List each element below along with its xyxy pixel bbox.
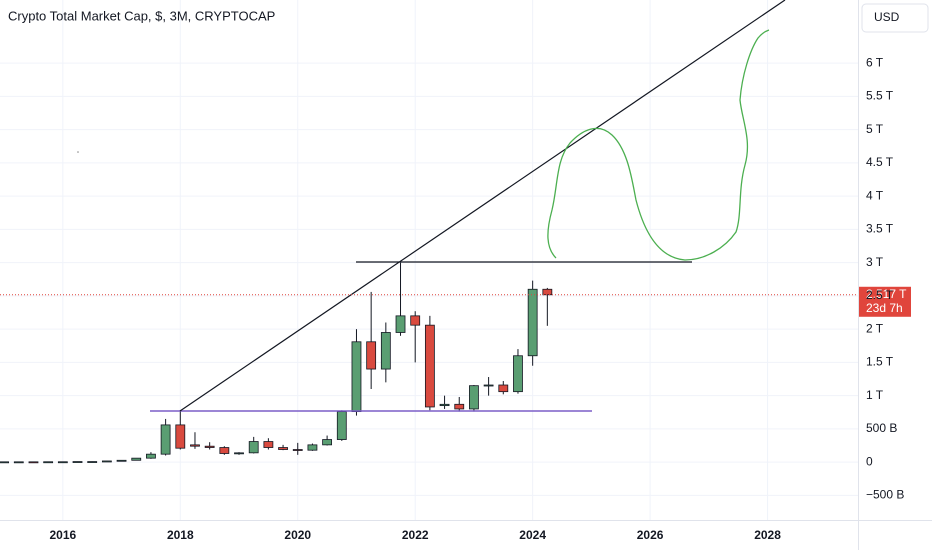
- candle-body: [395, 315, 406, 333]
- candle-body: [454, 403, 465, 410]
- candle-body: [57, 461, 68, 464]
- x-tick-label: 2016: [49, 528, 76, 542]
- candle-body: [351, 341, 362, 413]
- candle-body: [410, 315, 421, 326]
- candle-body: [513, 355, 523, 393]
- y-tick-label: 5 T: [866, 122, 884, 136]
- y-tick-label: 0: [866, 454, 873, 468]
- candle-body: [101, 460, 112, 463]
- candle-body: [380, 332, 391, 370]
- candle-body: [542, 288, 553, 296]
- candle-body: [160, 424, 171, 455]
- candle-body: [322, 439, 333, 446]
- candle-body: [527, 288, 538, 357]
- candle-body: [336, 411, 347, 440]
- candle-body: [292, 449, 303, 451]
- candle-body: [116, 459, 127, 462]
- y-tick-label: 2.5 T: [866, 288, 894, 302]
- dot: [77, 151, 79, 153]
- candle-body: [307, 444, 318, 451]
- y-tick-label: 500 B: [866, 421, 897, 435]
- x-tick-label: 2022: [402, 528, 429, 542]
- y-tick-label: 3.5 T: [866, 222, 894, 236]
- candle-body: [263, 441, 274, 448]
- y-tick-label: 1.5 T: [866, 355, 894, 369]
- y-tick-label: 3 T: [866, 255, 884, 269]
- y-tick-label: 5.5 T: [866, 89, 894, 103]
- candle-body: [190, 444, 200, 447]
- candle-body: [424, 324, 435, 408]
- last-price-label: 2.517 T: [866, 287, 907, 301]
- currency-label[interactable]: USD: [874, 10, 900, 24]
- candle-body: [72, 461, 83, 463]
- y-tick-label: 4.5 T: [866, 155, 894, 169]
- y-tick-label: 1 T: [866, 388, 884, 402]
- y-tick-label: 2 T: [866, 321, 884, 335]
- candle-body: [131, 457, 142, 461]
- candle-body: [248, 441, 259, 454]
- candle-body: [234, 452, 244, 455]
- candles: [0, 262, 553, 464]
- y-tick-label: 6 T: [866, 55, 884, 69]
- candle-body: [498, 384, 509, 393]
- candle-body: [366, 341, 377, 370]
- chart-title: Crypto Total Market Cap, $, 3M, CRYPTOCA…: [8, 8, 275, 23]
- candle-body: [28, 461, 39, 464]
- x-tick-label: 2018: [167, 528, 194, 542]
- candle-body: [483, 384, 494, 387]
- x-tick-label: 2028: [754, 528, 781, 542]
- candle-body: [204, 445, 215, 448]
- last-price-box: [859, 286, 911, 317]
- candle-body: [43, 461, 54, 464]
- projection-drawing: [547, 29, 770, 261]
- x-tick-label: 2024: [519, 528, 546, 542]
- y-tick-label: 4 T: [866, 188, 884, 202]
- trend-line: [179, 0, 786, 412]
- candle-body: [13, 461, 24, 464]
- countdown-label: 23d 7h: [866, 301, 903, 315]
- candle-body: [469, 385, 479, 410]
- x-tick-label: 2026: [637, 528, 664, 542]
- candle-body: [87, 461, 98, 463]
- grid: [0, 0, 858, 520]
- candle-body: [146, 453, 156, 459]
- candle-body: [0, 461, 10, 464]
- candle-body: [278, 447, 288, 450]
- candle-body: [219, 447, 230, 454]
- candle-body: [439, 403, 450, 407]
- candle-body: [175, 424, 186, 449]
- currency-button[interactable]: [861, 3, 929, 33]
- y-tick-label: −500 B: [866, 488, 904, 502]
- x-tick-label: 2020: [284, 528, 311, 542]
